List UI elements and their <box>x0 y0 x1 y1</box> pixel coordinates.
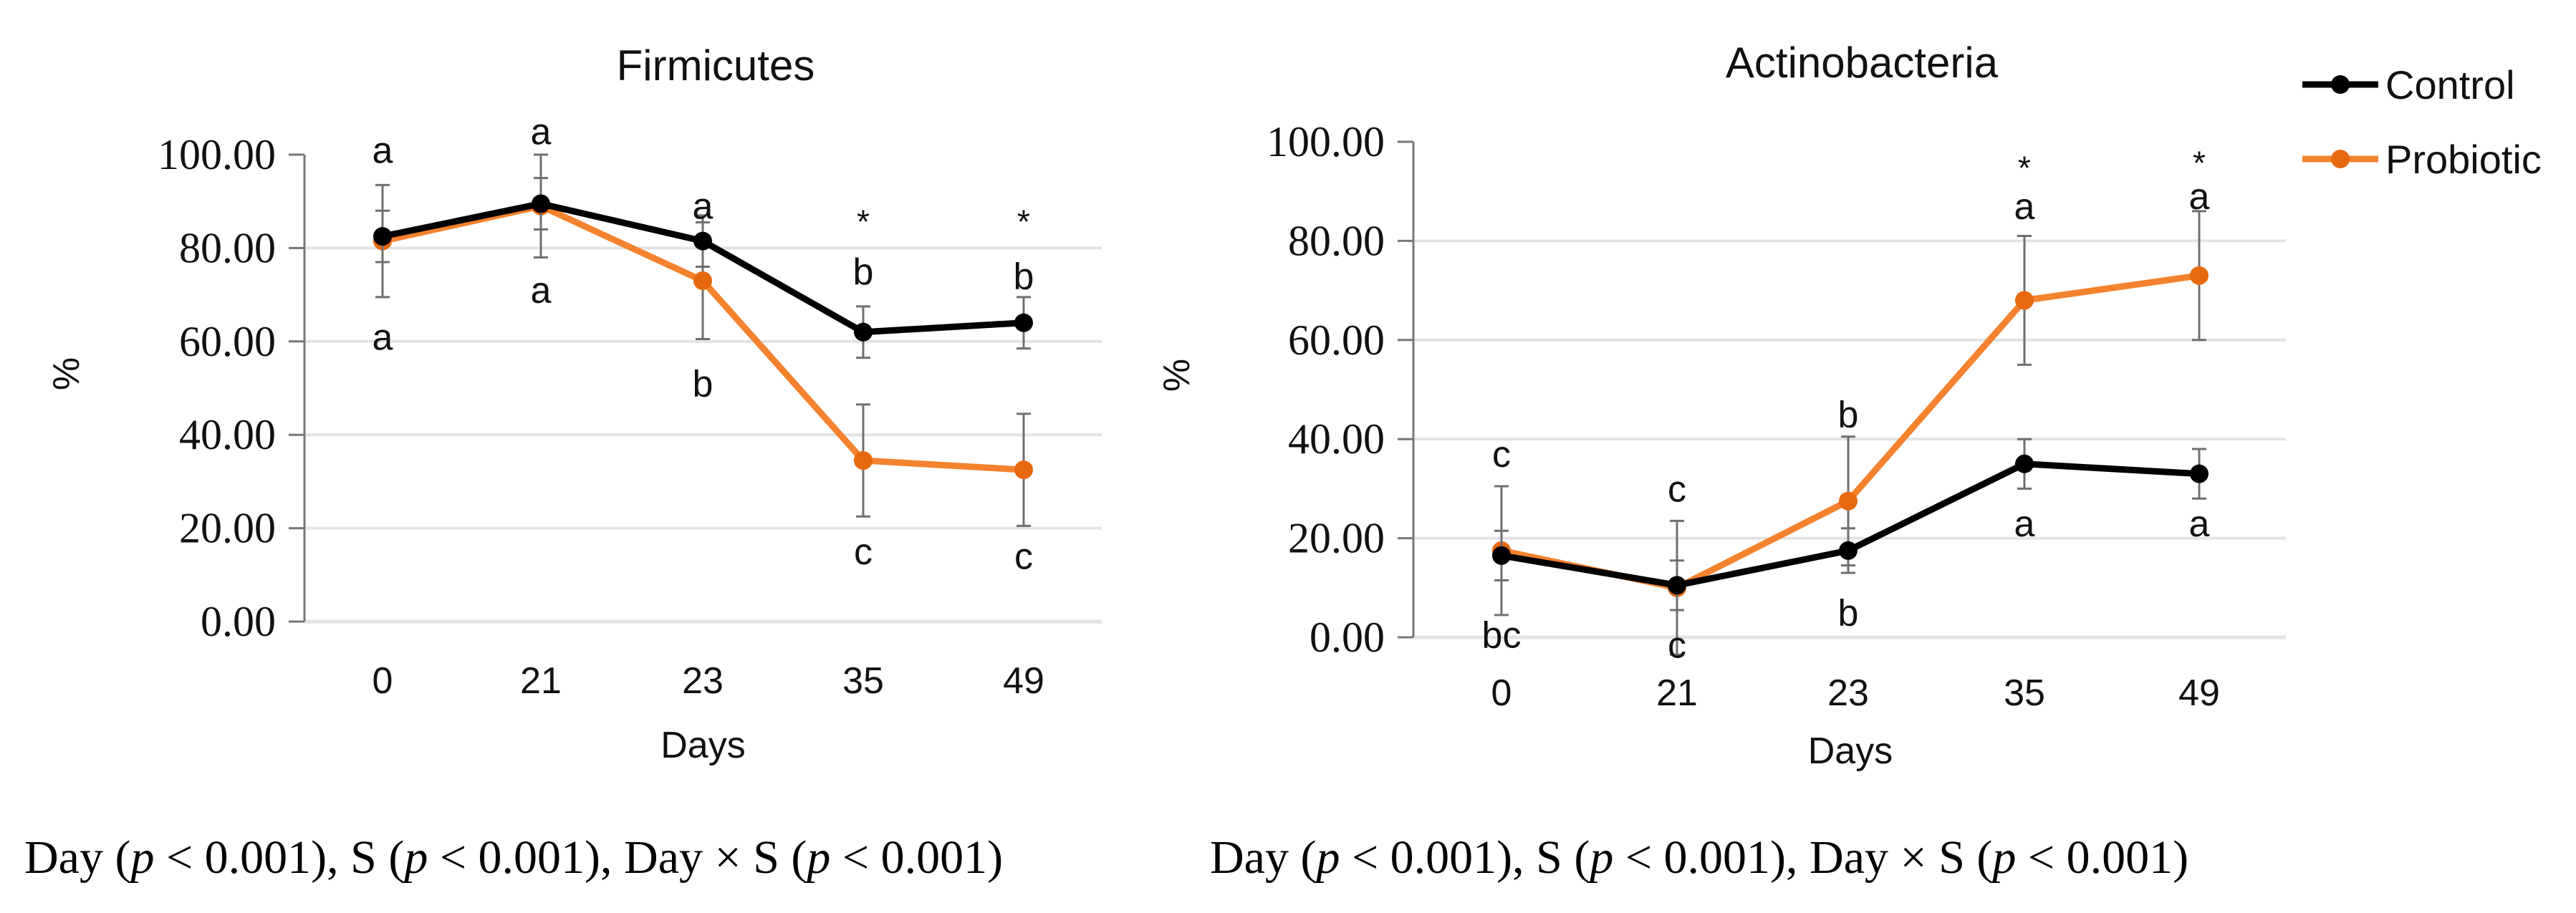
significance-label: a <box>373 317 393 358</box>
data-point <box>1839 491 1857 511</box>
caption-text: Day ( <box>1210 831 1317 884</box>
p-value-symbol: p <box>1590 831 1614 884</box>
p-value-symbol: p <box>130 831 155 884</box>
p-value-symbol: p <box>1316 831 1340 884</box>
x-tick-label: 0 <box>373 660 393 702</box>
data-point <box>2190 464 2209 483</box>
caption-text: Day ( <box>24 831 131 884</box>
chart-title: Actinobacteria <box>1726 39 1999 87</box>
x-tick-label: 49 <box>1003 660 1044 702</box>
significance-label: b <box>1838 395 1859 436</box>
legend: Control Probiotic <box>2302 62 2542 182</box>
y-tick-label: 60.00 <box>1288 317 1385 364</box>
data-point <box>693 271 712 291</box>
firmicutes-chart: 0.00 20.00 40.00 60.00 80.00 100.00 0 21 23 35 49 F… <box>46 42 1102 766</box>
significance-label: a <box>531 111 552 153</box>
data-point <box>1839 541 1857 560</box>
caption-text: < 0.001) <box>2016 831 2189 884</box>
significance-label: c <box>1668 468 1686 510</box>
legend-item-probiotic: Probiotic <box>2302 137 2542 182</box>
legend-item-control: Control <box>2302 62 2515 107</box>
actinobacteria-chart: 0.00 20.00 40.00 60.00 80.00 100.00 0 21 23 35 49 A… <box>1156 39 2286 772</box>
x-tick-label: 21 <box>520 660 562 702</box>
y-tick-label: 20.00 <box>179 505 276 552</box>
data-point <box>1668 576 1686 595</box>
significance-label: b <box>1838 592 1859 634</box>
series-line <box>1501 460 2200 589</box>
y-axis-label: % <box>1156 359 1198 392</box>
legend-marker <box>2331 75 2350 94</box>
significance-label: b <box>1014 256 1034 298</box>
significance-label: a <box>373 130 393 171</box>
x-tick-label: 23 <box>1827 672 1869 714</box>
firmicutes-stats-caption: Day (p < 0.001), S (p < 0.001), Day × S … <box>24 831 1003 885</box>
legend-label: Control <box>2385 62 2515 107</box>
data-point <box>2190 266 2209 285</box>
significance-label: c <box>1668 624 1686 666</box>
significance-label: b <box>693 363 713 405</box>
significance-label: * <box>2193 145 2206 182</box>
significance-label: a <box>531 270 552 311</box>
actinobacteria-stats-caption: Day (p < 0.001), S (p < 0.001), Day × S … <box>1210 831 2188 885</box>
caption-text: < 0.001) <box>830 831 1004 884</box>
significance-label: * <box>857 203 870 240</box>
y-tick-label: 60.00 <box>179 318 276 365</box>
data-point <box>2015 291 2034 310</box>
y-tick-label: 0.00 <box>201 598 276 645</box>
data-point <box>1492 546 1511 565</box>
x-axis-label: Days <box>1808 730 1893 772</box>
p-value-symbol: p <box>404 831 428 884</box>
data-point <box>1014 313 1033 332</box>
significance-label: c <box>1492 434 1511 475</box>
significance-label: a <box>2189 176 2210 218</box>
series-control <box>1492 438 2209 612</box>
caption-text: < 0.001), S ( <box>1340 831 1590 884</box>
data-point <box>854 451 873 470</box>
data-point <box>854 322 873 342</box>
caption-text: < 0.001), S ( <box>154 831 405 884</box>
data-point <box>2015 454 2034 473</box>
x-axis-label: Days <box>660 725 745 766</box>
significance-label: b <box>853 251 874 293</box>
y-tick-label: 80.00 <box>1288 217 1385 264</box>
significance-label: a <box>2014 186 2035 228</box>
significance-label: bc <box>1482 615 1522 657</box>
x-tick-label: 35 <box>2004 672 2045 714</box>
significance-label: c <box>854 531 873 573</box>
legend-label: Probiotic <box>2385 137 2542 182</box>
y-tick-label: 40.00 <box>1288 415 1385 463</box>
y-tick-label: 100.00 <box>158 131 276 178</box>
y-tick-label: 20.00 <box>1288 515 1385 562</box>
data-point <box>532 194 550 213</box>
significance-label: a <box>693 186 713 228</box>
caption-text: < 0.001), Day × S ( <box>428 831 807 884</box>
y-tick-label: 100.00 <box>1267 118 1385 165</box>
chart-title: Firmicutes <box>617 42 815 90</box>
y-tick-label: 0.00 <box>1309 614 1385 661</box>
legend-marker <box>2331 150 2350 168</box>
significance-label: * <box>2018 150 2031 187</box>
caption-text: < 0.001), Day × S ( <box>1613 831 1993 884</box>
data-point <box>693 231 712 251</box>
x-tick-label: 21 <box>1656 672 1698 714</box>
y-tick-label: 80.00 <box>179 224 276 271</box>
x-tick-label: 23 <box>682 660 724 702</box>
significance-label: a <box>2189 503 2210 545</box>
significance-label: c <box>1014 536 1033 578</box>
y-axis-label: % <box>46 357 87 390</box>
data-point <box>1014 460 1033 480</box>
significance-label: * <box>1017 203 1030 240</box>
x-tick-label: 35 <box>842 660 884 702</box>
p-value-symbol: p <box>1992 831 2017 884</box>
significance-label: a <box>2014 503 2035 545</box>
x-tick-label: 49 <box>2178 672 2220 714</box>
series-control <box>373 177 1033 359</box>
data-point <box>373 227 392 246</box>
y-tick-label: 40.00 <box>179 411 276 458</box>
x-tick-label: 0 <box>1491 672 1512 714</box>
p-value-symbol: p <box>807 831 831 884</box>
